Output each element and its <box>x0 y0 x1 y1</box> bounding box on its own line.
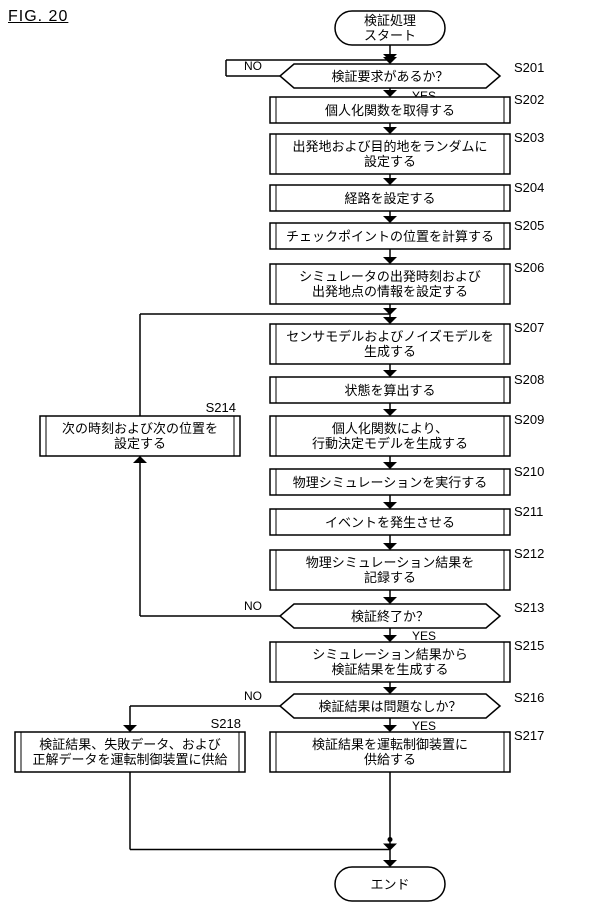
svg-text:正解データを運転制御装置に供給: 正解データを運転制御装置に供給 <box>32 752 227 767</box>
svg-text:シミュレーション結果から: シミュレーション結果から <box>312 647 467 662</box>
svg-text:検証結果、失敗データ、および: 検証結果、失敗データ、および <box>39 737 221 752</box>
svg-text:設定する: 設定する <box>364 154 416 169</box>
svg-text:S201: S201 <box>514 60 544 75</box>
svg-text:生成する: 生成する <box>364 344 416 359</box>
svg-text:YES: YES <box>412 629 436 643</box>
svg-text:S203: S203 <box>514 130 544 145</box>
svg-text:NO: NO <box>244 59 262 73</box>
svg-text:出発地および目的地をランダムに: 出発地および目的地をランダムに <box>292 139 487 154</box>
svg-text:シミュレータの出発時刻および: シミュレータの出発時刻および <box>299 269 481 284</box>
svg-text:個人化関数を取得する: 個人化関数を取得する <box>325 103 455 118</box>
svg-text:設定する: 設定する <box>114 436 166 451</box>
svg-text:S204: S204 <box>514 180 544 195</box>
figure-label: FIG. 20 <box>8 8 68 26</box>
flowchart: 検証処理スタート検証要求があるか？ S201 YES 個人化関数を取得する S202 出発… <box>0 0 591 906</box>
svg-text:S206: S206 <box>514 260 544 275</box>
svg-text:検証結果は問題なしか？: 検証結果は問題なしか？ <box>318 699 461 714</box>
svg-text:検証処理: 検証処理 <box>364 13 416 28</box>
svg-text:S214: S214 <box>206 400 236 415</box>
svg-text:エンド: エンド <box>370 877 409 892</box>
svg-text:S217: S217 <box>514 728 544 743</box>
svg-text:チェックポイントの位置を計算する: チェックポイントの位置を計算する <box>286 229 494 244</box>
svg-text:S212: S212 <box>514 546 544 561</box>
svg-text:S202: S202 <box>514 92 544 107</box>
svg-text:次の時刻および次の位置を: 次の時刻および次の位置を <box>62 421 218 436</box>
svg-text:S216: S216 <box>514 690 544 705</box>
svg-text:供給する: 供給する <box>364 752 416 767</box>
svg-text:検証結果を生成する: 検証結果を生成する <box>331 662 448 677</box>
svg-text:NO: NO <box>244 599 262 613</box>
svg-text:NO: NO <box>244 689 262 703</box>
svg-text:物理シミュレーション結果を: 物理シミュレーション結果を <box>306 555 474 570</box>
svg-text:検証要求があるか？: 検証要求があるか？ <box>331 69 448 84</box>
svg-text:検証終了か？: 検証終了か？ <box>351 609 429 624</box>
svg-text:個人化関数により、: 個人化関数により、 <box>332 421 448 436</box>
svg-text:スタート: スタート <box>364 28 416 43</box>
svg-text:S210: S210 <box>514 464 544 479</box>
svg-text:イベントを発生させる: イベントを発生させる <box>325 515 455 530</box>
svg-text:S207: S207 <box>514 320 544 335</box>
svg-text:S215: S215 <box>514 638 544 653</box>
svg-text:物理シミュレーションを実行する: 物理シミュレーションを実行する <box>293 475 487 490</box>
svg-text:センサモデルおよびノイズモデルを: センサモデルおよびノイズモデルを <box>286 329 494 344</box>
svg-text:出発地点の情報を設定する: 出発地点の情報を設定する <box>312 284 468 299</box>
svg-text:S208: S208 <box>514 372 544 387</box>
svg-text:S209: S209 <box>514 412 544 427</box>
svg-text:S218: S218 <box>211 716 241 731</box>
svg-text:YES: YES <box>412 719 436 733</box>
svg-text:経路を設定する: 経路を設定する <box>344 191 435 206</box>
svg-text:状態を算出する: 状態を算出する <box>344 383 435 398</box>
svg-text:行動決定モデルを生成する: 行動決定モデルを生成する <box>312 436 468 451</box>
svg-text:S205: S205 <box>514 218 544 233</box>
svg-text:S213: S213 <box>514 600 544 615</box>
svg-text:検証結果を運転制御装置に: 検証結果を運転制御装置に <box>312 737 468 752</box>
svg-text:記録する: 記録する <box>364 570 416 585</box>
svg-text:S211: S211 <box>514 504 543 519</box>
